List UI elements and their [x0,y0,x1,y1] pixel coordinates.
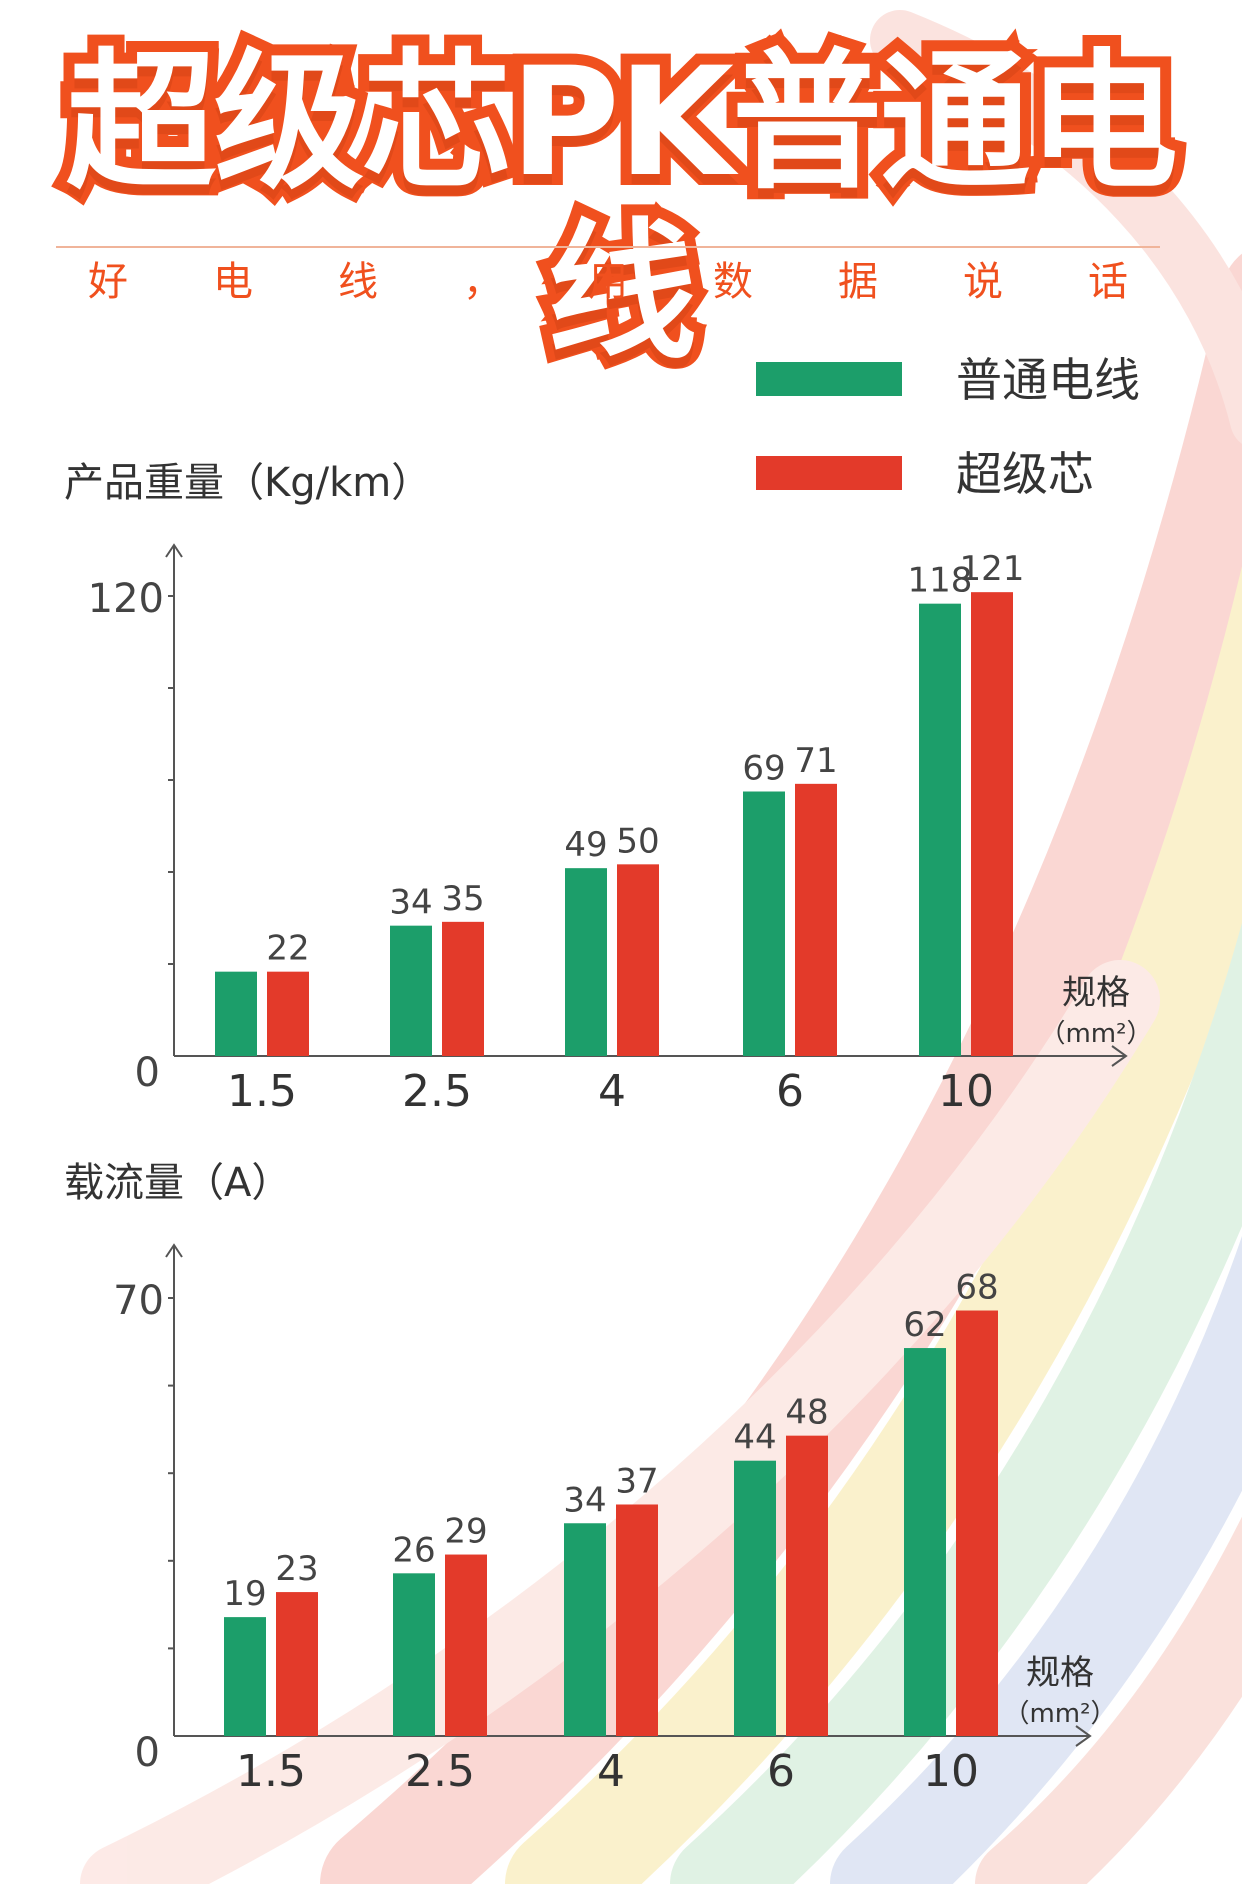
x-tick-label: 6 [767,1746,795,1797]
x-axis-label: 规格 [1062,973,1130,1013]
subtitle-char: ， [463,259,503,305]
legend-item-super: 超级芯 [756,444,1196,504]
data-label: 34 [563,1480,606,1520]
subtitle-char: 说 [963,259,1003,305]
y-axis-arrow [165,543,183,558]
bar-super [971,592,1013,1056]
data-label: 23 [275,1549,318,1589]
page-title: 超级芯PK普通电线 [55,27,1189,389]
y-tick-label: 70 [113,1278,164,1324]
subtitle-char: 电 [213,259,253,305]
legend-label-normal: 普通电线 [956,353,1140,407]
legend-swatch-normal [756,362,902,396]
data-label: 69 [742,749,785,789]
x-tick-label: 4 [598,1066,626,1117]
bar-super [786,1435,828,1736]
bar-normal [564,1523,606,1736]
subtitle-char: 线 [338,259,378,305]
data-label: 49 [564,825,607,865]
bar-super [445,1554,487,1736]
x-axis-arrow [1111,1045,1128,1067]
bar-normal [565,868,607,1056]
bar-super [956,1310,998,1736]
bar-normal [904,1348,946,1736]
bar-normal [215,971,257,1056]
bar-normal [393,1573,435,1736]
data-label: 34 [389,883,432,923]
bar-normal [919,603,961,1056]
bar-normal [390,925,432,1056]
x-axis-arrow [1075,1725,1092,1747]
data-label: 37 [615,1461,658,1501]
bar-super [442,921,484,1056]
data-label: 71 [794,741,837,781]
legend-swatch-super [756,456,902,490]
data-label: 22 [266,929,309,969]
data-label: 68 [955,1268,998,1308]
x-tick-label: 4 [597,1746,625,1797]
bar-super [276,1592,318,1736]
x-axis-unit: （mm²） [1003,1699,1116,1729]
legend-label-super: 超级芯 [956,447,1094,501]
x-tick-label: 10 [923,1746,979,1797]
data-label: 29 [444,1512,487,1552]
chart2-ylabel: 载流量（A） [64,1160,292,1206]
x-tick-label: 2.5 [405,1746,475,1797]
x-tick-label: 1.5 [227,1066,297,1117]
data-label: 19 [223,1574,266,1614]
subtitle-char: 据 [838,259,878,305]
x-tick-label: 6 [776,1066,804,1117]
bar-normal [743,791,785,1056]
y-tick-label: 0 [135,1730,160,1776]
data-label: 62 [903,1305,946,1345]
subtitle-char: 话 [1088,259,1128,305]
data-label: 35 [441,879,484,919]
data-label: 48 [785,1393,828,1433]
x-axis-label: 规格 [1026,1653,1094,1693]
y-axis-arrow [165,1243,183,1258]
y-tick-label: 0 [135,1050,160,1096]
x-tick-label: 10 [938,1066,994,1117]
x-tick-label: 1.5 [236,1746,306,1797]
chart1-ylabel: 产品重量（Kg/km） [64,460,432,506]
bar-super [795,783,837,1056]
subtitle-char: 用 [588,259,628,305]
bar-normal [224,1617,266,1736]
data-label: 26 [392,1530,435,1570]
x-tick-label: 2.5 [402,1066,472,1117]
data-label: 50 [616,821,659,861]
bar-super [617,864,659,1056]
data-label: 44 [733,1418,776,1458]
bar-normal [734,1460,776,1736]
subtitle: 好 电 线 ， 用 数 据 说 话 [56,246,1160,308]
subtitle-char: 数 [713,259,753,305]
bar-super [267,971,309,1056]
data-label: 118 [908,561,973,601]
x-axis-unit: （mm²） [1039,1019,1152,1049]
legend-item-normal: 普通电线 [756,350,1196,410]
bar-super [616,1504,658,1736]
data-label: 121 [960,549,1025,589]
y-tick-label: 120 [88,576,164,622]
subtitle-char: 好 [88,259,128,305]
